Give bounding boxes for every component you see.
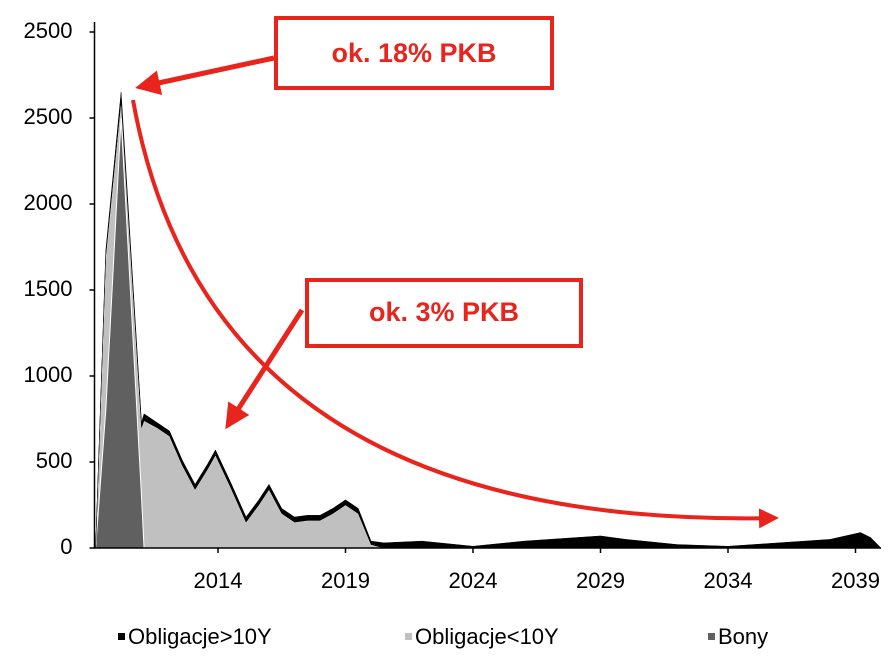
y-tick-label: 0 (60, 534, 72, 559)
legend-label: Obligacje>10Y (128, 624, 272, 649)
legend-swatch (118, 633, 125, 640)
annotation: ok. 3% PKB (369, 297, 519, 327)
annotation-arrow (225, 308, 305, 430)
annotation: ok. 18% PKB (331, 38, 496, 68)
x-tick-label: 2034 (704, 568, 753, 593)
y-tick-label: 2500 (24, 18, 73, 43)
x-tick-label: 2029 (576, 568, 625, 593)
plot-area: 0 500 1000 1500 2000 2500 2500 2014 2019 2024 2029… (24, 18, 882, 649)
y-tick-label: 1000 (24, 362, 73, 387)
x-tick-label: 2039 (831, 568, 880, 593)
legend-label: Obligacje<10Y (415, 624, 559, 649)
y-tick-label: 2500 (24, 104, 73, 129)
x-tick-label: 2024 (449, 568, 498, 593)
annotation-box (305, 278, 583, 348)
y-tick-label: 2000 (24, 190, 73, 215)
y-tick-label: 500 (36, 448, 73, 473)
annotation-box (274, 16, 554, 90)
legend-swatch (405, 633, 412, 640)
annotation-arrow (135, 55, 275, 95)
legend-swatch (708, 633, 715, 640)
y-tick-label: 1500 (24, 276, 73, 301)
x-tick-label: 2014 (194, 568, 243, 593)
x-tick-label: 2019 (321, 568, 370, 593)
annotation-arrow (131, 99, 779, 529)
legend-label: Bony (718, 624, 768, 649)
